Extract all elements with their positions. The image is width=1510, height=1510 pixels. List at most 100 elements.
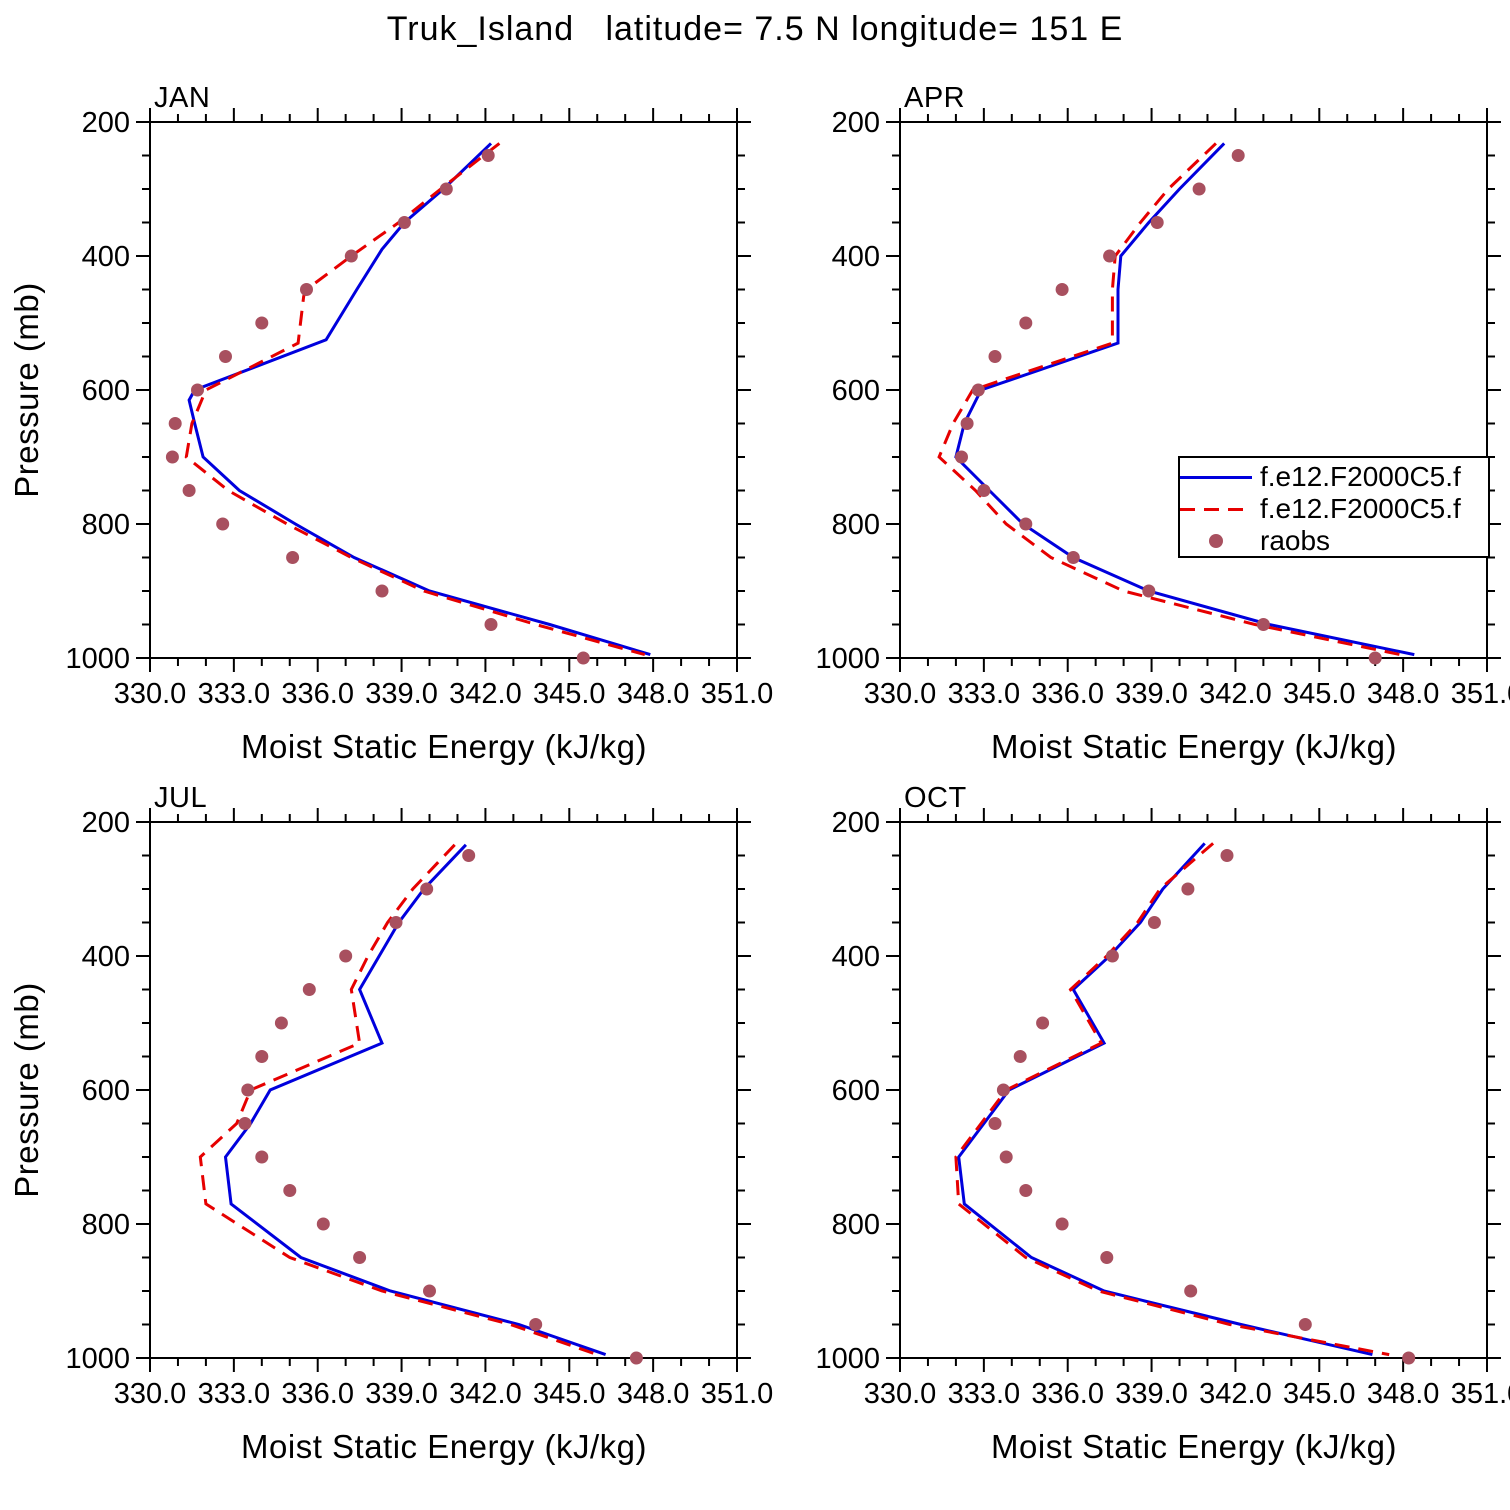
raobs-dot xyxy=(286,551,300,564)
y-tick-label: 600 xyxy=(832,1075,880,1107)
raobs-dot xyxy=(529,1318,543,1331)
raobs-dot xyxy=(375,584,389,598)
raobs-dot xyxy=(1184,1284,1198,1298)
x-tick-label: 342.0 xyxy=(449,1378,522,1410)
y-tick-label: 200 xyxy=(832,807,880,839)
raobs-dot xyxy=(255,1150,269,1164)
raobs-dot xyxy=(300,283,313,296)
y-tick-label: 1000 xyxy=(65,643,130,675)
model2-line xyxy=(198,843,598,1357)
x-axis-title-jul: Moist Static Energy (kJ/kg) xyxy=(241,1428,647,1465)
model1-line xyxy=(187,142,651,657)
raobs-dot xyxy=(255,316,269,330)
model2-line-sample xyxy=(1180,507,1252,511)
raobs-dot xyxy=(1013,1050,1027,1063)
y-tick-label: 600 xyxy=(82,1075,130,1107)
raobs-dot xyxy=(576,651,590,665)
legend-item-raobs: raobs xyxy=(1180,525,1488,557)
raobs-dot xyxy=(216,517,230,531)
raobs-dot xyxy=(971,383,985,397)
y-tick-label: 800 xyxy=(832,509,880,541)
raobs-dot xyxy=(1231,149,1245,162)
raobs-dot xyxy=(996,1083,1010,1097)
raobs-dot xyxy=(182,484,196,497)
x-tick-label: 333.0 xyxy=(198,678,271,710)
plot-area: 330.0 333.0 336.0 339.0 342.0 345.0 348.0 351.0… xyxy=(65,807,773,1410)
raobs-dot xyxy=(955,450,968,464)
raobs-dot xyxy=(302,983,316,996)
panel-oct-chart: 330.0 333.0 336.0 339.0 342.0 345.0 348.0 351.0… xyxy=(815,807,1510,1410)
raobs-dot xyxy=(988,350,1002,363)
raobs-dot xyxy=(1019,316,1033,330)
raobs-dot xyxy=(977,484,991,497)
raobs-dot xyxy=(629,1351,643,1365)
x-tick-label: 348.0 xyxy=(1367,678,1440,710)
raobs-dot xyxy=(1142,584,1156,598)
model2-line xyxy=(184,142,646,657)
model1-line xyxy=(223,843,607,1357)
x-tick-label: 342.0 xyxy=(1199,678,1272,710)
x-tick-label: 342.0 xyxy=(1199,1378,1272,1410)
y-axis-title-row2: Pressure (mb) xyxy=(8,982,45,1198)
raobs-dot xyxy=(1368,651,1382,665)
x-tick-label: 339.0 xyxy=(1115,678,1188,710)
y-tick-label: 800 xyxy=(82,509,130,541)
panel-jan-title: JAN xyxy=(154,82,211,114)
raobs-dot xyxy=(960,417,974,430)
y-tick-label: 200 xyxy=(82,807,130,839)
y-axis-title-row1: Pressure (mb) xyxy=(8,282,45,498)
raobs-dot xyxy=(1402,1351,1416,1365)
raobs-dot xyxy=(283,1184,297,1197)
legend-label-model1: f.e12.F2000C5.f xyxy=(1260,461,1461,492)
raobs-dot xyxy=(1220,849,1234,862)
raobs-dot xyxy=(481,149,495,162)
raobs-dot xyxy=(1150,216,1164,229)
panel-apr-title: APR xyxy=(904,82,966,114)
raobs-dot xyxy=(1055,1217,1069,1231)
y-tick-label: 200 xyxy=(832,107,880,139)
raobs-dot xyxy=(1256,618,1270,631)
raobs-dot xyxy=(1298,1318,1312,1331)
raobs-dot xyxy=(389,916,403,929)
x-tick-label: 348.0 xyxy=(617,678,690,710)
x-tick-label: 339.0 xyxy=(1115,1378,1188,1410)
legend-item-model2: f.e12.F2000C5.f xyxy=(1180,493,1488,525)
model1-line xyxy=(957,842,1373,1357)
raobs-dot xyxy=(1100,1251,1114,1264)
raobs-dot xyxy=(462,849,476,862)
raobs-dot xyxy=(420,882,434,896)
x-tick-label: 330.0 xyxy=(114,1378,187,1410)
x-tick-label: 345.0 xyxy=(1283,678,1356,710)
x-tick-label: 333.0 xyxy=(948,1378,1021,1410)
raobs-dot xyxy=(353,1251,367,1264)
raobs-dot xyxy=(439,182,453,196)
plot-area: 330.0 333.0 336.0 339.0 342.0 345.0 348.0 351.0… xyxy=(815,807,1510,1410)
raobs-dot xyxy=(255,1050,269,1063)
raobs-dot xyxy=(344,249,358,263)
y-tick-label: 600 xyxy=(82,375,130,407)
y-tick-label: 800 xyxy=(832,1209,880,1241)
x-tick-label: 351.0 xyxy=(1451,678,1510,710)
x-tick-label: 333.0 xyxy=(948,678,1021,710)
x-tick-label: 348.0 xyxy=(1367,1378,1440,1410)
panel-jul-chart: 330.0 333.0 336.0 339.0 342.0 345.0 348.0 351.0… xyxy=(65,807,773,1410)
raobs-dot xyxy=(1105,949,1119,963)
x-tick-label: 330.0 xyxy=(864,1378,937,1410)
x-axis-title-jan: Moist Static Energy (kJ/kg) xyxy=(241,728,647,765)
raobs-dot xyxy=(397,216,411,229)
x-tick-label: 351.0 xyxy=(701,1378,774,1410)
raobs-dot xyxy=(316,1217,330,1231)
raobs-dot xyxy=(168,417,182,430)
y-tick-label: 600 xyxy=(832,375,880,407)
x-tick-label: 345.0 xyxy=(533,1378,606,1410)
x-tick-label: 339.0 xyxy=(365,1378,438,1410)
raobs-dot xyxy=(1103,249,1117,263)
panel-oct-title: OCT xyxy=(904,782,967,814)
legend: f.e12.F2000C5.f f.e12.F2000C5.f raobs xyxy=(1178,456,1490,558)
x-tick-label: 336.0 xyxy=(281,1378,354,1410)
panel-jul-title: JUL xyxy=(154,782,208,814)
x-tick-label: 339.0 xyxy=(365,678,438,710)
raobs-dot xyxy=(484,618,498,631)
model2-line xyxy=(937,142,1401,657)
y-tick-label: 1000 xyxy=(815,643,880,675)
